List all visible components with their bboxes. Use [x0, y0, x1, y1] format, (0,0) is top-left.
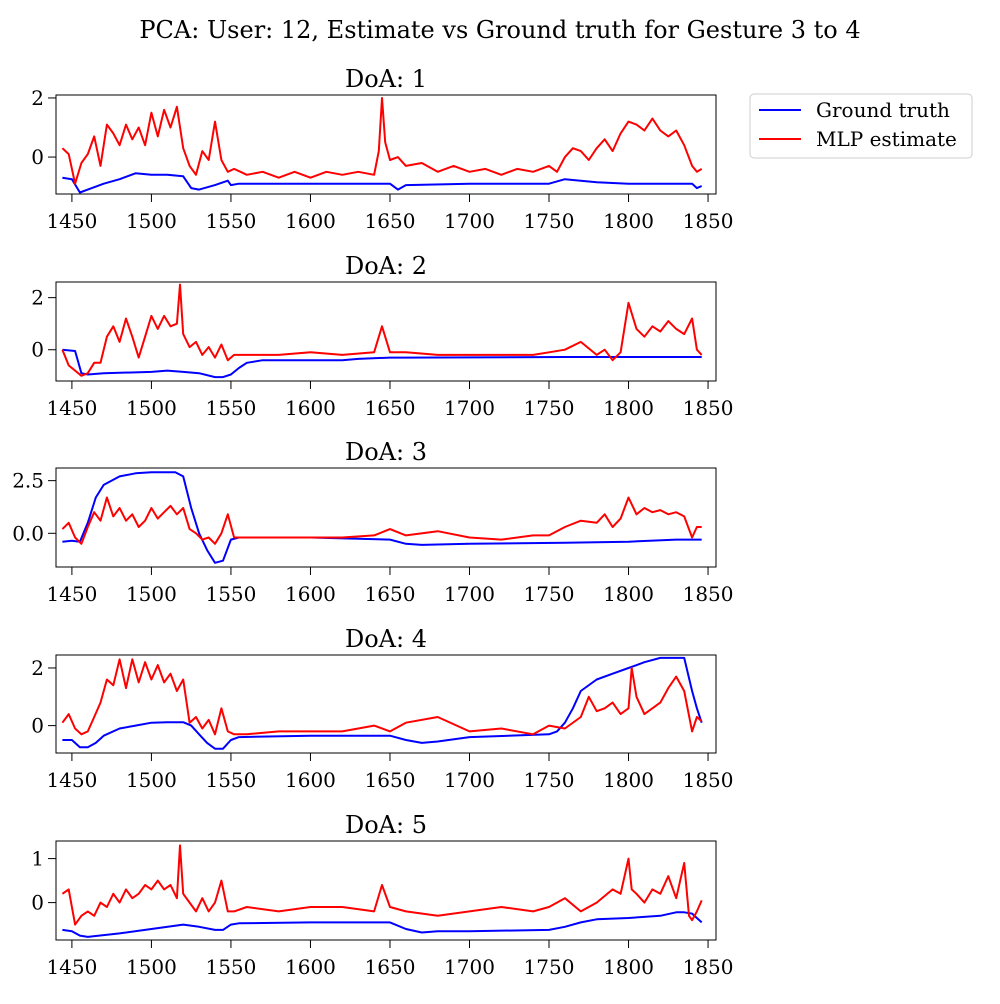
- subplot-frame: [55, 94, 717, 195]
- subplot-frame: [55, 654, 717, 754]
- series-line-ground-truth: [62, 656, 703, 750]
- y-tick-label: 2.5: [12, 469, 44, 493]
- x-tick-label: 1550: [205, 768, 256, 792]
- figure-title: PCA: User: 12, Estimate vs Ground truth …: [139, 16, 860, 44]
- y-tick-label: 0: [31, 714, 44, 738]
- x-tick-label: 1500: [126, 955, 177, 979]
- x-tick-label: 1500: [126, 209, 177, 233]
- subplot-title: DoA: 2: [345, 252, 427, 280]
- subplot-doa-4: DoA: 4 1450 1500 1550 1600 1650 1700 1750 1800 18…: [31, 625, 733, 792]
- y-tick-label: 1: [31, 847, 44, 871]
- subplot-doa-2: DoA: 2 1450 1500 1550 1600 1650 1700 1750 1800 18…: [31, 252, 733, 420]
- x-tick-label: 1700: [444, 582, 495, 606]
- subplot-frame: [55, 840, 717, 941]
- subplot-doa-5: DoA: 5 1450 1500 1550 1600 1650 1700 1750 1800 18…: [31, 811, 733, 979]
- x-tick-label: 1700: [444, 955, 495, 979]
- subplot-frame: [55, 281, 717, 382]
- x-tick-label: 1850: [683, 955, 734, 979]
- x-tick-label: 1750: [524, 396, 575, 420]
- x-tick-label: 1600: [285, 768, 336, 792]
- subplot-doa-1: DoA: 1 1450 1500 1550 1600 1650 1700 1750 1800 18…: [31, 65, 733, 233]
- x-tick-label: 1450: [46, 768, 97, 792]
- subplot-frame: [55, 467, 717, 568]
- legend-label-mlp-estimate: MLP estimate: [816, 127, 957, 151]
- x-tick-label: 1750: [524, 768, 575, 792]
- x-tick-label: 1750: [524, 582, 575, 606]
- y-tick-label: 2: [31, 86, 44, 110]
- x-tick-label: 1850: [683, 396, 734, 420]
- x-tick-label: 1800: [603, 396, 654, 420]
- subplots: DoA: 1 1450 1500 1550 1600 1650 1700 1750 1800 18…: [12, 65, 733, 979]
- subplot-doa-3: DoA: 3 1450 1500 1550 1600 1650 1700 1750 1800 18…: [12, 438, 733, 606]
- x-tick-label: 1800: [603, 768, 654, 792]
- x-tick-label: 1850: [683, 209, 734, 233]
- x-tick-label: 1550: [205, 955, 256, 979]
- x-tick-label: 1850: [683, 582, 734, 606]
- x-tick-label: 1600: [285, 396, 336, 420]
- series-line-mlp-estimate: [61, 658, 703, 736]
- x-tick-label: 1650: [365, 396, 416, 420]
- x-tick-label: 1500: [126, 768, 177, 792]
- x-tick-label: 1700: [444, 396, 495, 420]
- x-tick-label: 1750: [524, 955, 575, 979]
- y-tick-label: 0: [31, 891, 44, 915]
- subplot-title: DoA: 1: [345, 65, 427, 93]
- x-tick-label: 1650: [365, 209, 416, 233]
- y-tick-label: 0: [31, 338, 44, 362]
- y-tick-label: 2: [31, 286, 44, 310]
- x-tick-label: 1650: [365, 955, 416, 979]
- x-tick-label: 1450: [46, 582, 97, 606]
- x-tick-label: 1650: [365, 768, 416, 792]
- x-tick-label: 1600: [285, 209, 336, 233]
- series-line-ground-truth: [62, 471, 702, 564]
- x-tick-label: 1500: [126, 396, 177, 420]
- x-tick-label: 1800: [603, 955, 654, 979]
- legend: Ground truth MLP estimate: [749, 93, 973, 159]
- series-line-mlp-estimate: [61, 496, 702, 545]
- series-line-mlp-estimate: [61, 97, 703, 185]
- series-line-mlp-estimate: [61, 844, 703, 926]
- legend-frame: [749, 93, 973, 159]
- x-tick-label: 1600: [285, 955, 336, 979]
- series-line-ground-truth: [62, 172, 703, 194]
- y-tick-label: 2: [31, 656, 44, 680]
- x-tick-label: 1550: [205, 582, 256, 606]
- x-tick-label: 1550: [205, 209, 256, 233]
- x-tick-label: 1450: [46, 955, 97, 979]
- series-line-mlp-estimate: [61, 283, 703, 377]
- x-tick-label: 1750: [524, 209, 575, 233]
- x-tick-label: 1650: [365, 582, 416, 606]
- subplot-title: DoA: 3: [345, 438, 427, 466]
- x-tick-label: 1850: [683, 768, 734, 792]
- series-line-ground-truth: [62, 911, 703, 938]
- x-tick-label: 1600: [285, 582, 336, 606]
- x-tick-label: 1500: [126, 582, 177, 606]
- x-tick-label: 1450: [46, 209, 97, 233]
- x-tick-label: 1800: [603, 582, 654, 606]
- y-tick-label: 0: [31, 145, 44, 169]
- series-line-ground-truth: [62, 348, 702, 379]
- x-tick-label: 1800: [603, 209, 654, 233]
- legend-label-ground-truth: Ground truth: [816, 98, 950, 122]
- x-tick-label: 1450: [46, 396, 97, 420]
- y-tick-label: 0.0: [12, 521, 44, 545]
- subplot-title: DoA: 4: [345, 625, 427, 653]
- x-tick-label: 1700: [444, 768, 495, 792]
- x-tick-label: 1550: [205, 396, 256, 420]
- subplot-title: DoA: 5: [345, 811, 427, 839]
- x-tick-label: 1700: [444, 209, 495, 233]
